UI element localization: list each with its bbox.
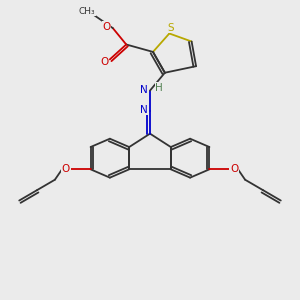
Text: CH₃: CH₃ [79, 7, 95, 16]
Text: N: N [140, 85, 147, 95]
Text: O: O [100, 57, 109, 67]
Text: O: O [102, 22, 110, 32]
Text: N: N [140, 105, 147, 115]
Text: O: O [230, 164, 238, 174]
Text: S: S [167, 22, 174, 32]
Text: H: H [155, 82, 163, 93]
Text: O: O [62, 164, 70, 174]
